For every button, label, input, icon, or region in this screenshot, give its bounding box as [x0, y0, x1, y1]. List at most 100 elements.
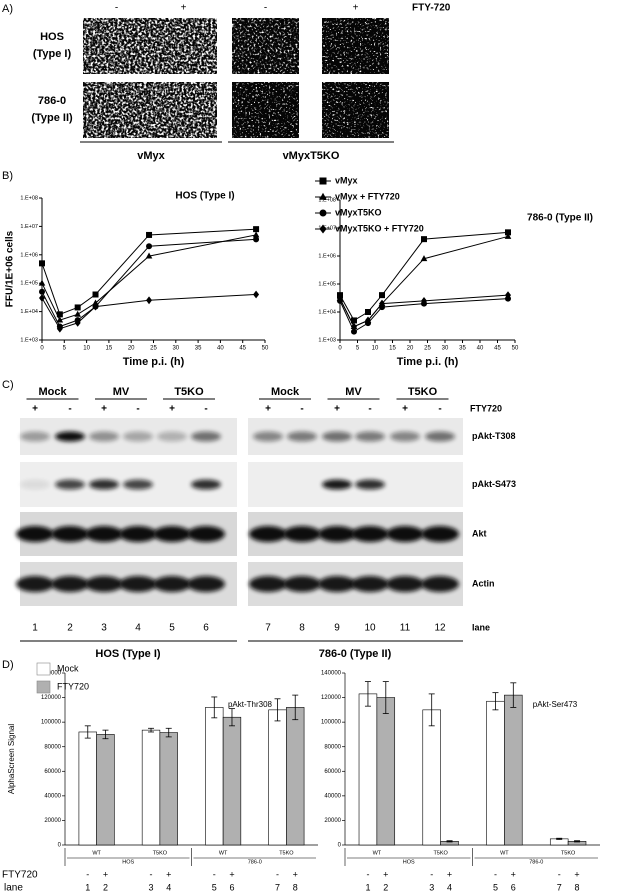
blot-band	[187, 576, 225, 592]
lane-number: 10	[364, 623, 376, 634]
treatment-sign: -	[558, 869, 561, 879]
series-line	[339, 231, 509, 322]
lane-number: 8	[293, 882, 298, 892]
x-tick-label: 50	[512, 346, 519, 352]
blot-band	[119, 576, 157, 592]
virus-label: vMyx	[137, 150, 165, 162]
lane-number: 8	[575, 882, 580, 892]
treatment-sign: -	[213, 869, 216, 879]
marker	[319, 177, 327, 185]
series-line	[41, 294, 257, 330]
x-tick-label: 10	[372, 346, 379, 352]
blot-band	[351, 576, 389, 592]
lane-number: 4	[166, 882, 171, 892]
error-bar	[211, 696, 218, 719]
marker	[146, 296, 153, 305]
y-tick-label: 1.E+06	[318, 253, 336, 259]
error-bar	[148, 727, 155, 733]
marker	[253, 236, 260, 243]
series-line	[41, 238, 257, 328]
marker	[39, 294, 45, 302]
lane-number: 6	[229, 882, 234, 892]
bar	[286, 707, 305, 846]
treatment-sign: -	[204, 404, 207, 415]
lane-group-label: MV	[113, 386, 130, 398]
x-tick-label: 15	[389, 346, 396, 352]
bar	[159, 732, 178, 846]
y-tick-label: 20000	[324, 818, 341, 824]
y-tick-label: 1.E+07	[20, 224, 38, 230]
bar	[222, 716, 242, 846]
lane-number: 7	[265, 623, 271, 634]
lane-number: 4	[447, 882, 452, 892]
category-label: T5KO	[433, 850, 448, 856]
y-tick-label: 120000	[321, 695, 342, 701]
error-bar	[428, 693, 435, 727]
blot-band	[318, 576, 356, 592]
marker	[365, 316, 371, 325]
blot-band	[85, 526, 123, 542]
blot-band	[421, 526, 459, 542]
group-label: 786-0	[248, 859, 262, 865]
blot-band	[390, 431, 420, 442]
y-tick-label: 60000	[44, 769, 61, 775]
y-tick-label: 1.E+05	[318, 281, 336, 287]
micrograph-cells	[322, 82, 389, 138]
error-bar	[446, 840, 453, 843]
treatment-sign: +	[265, 404, 271, 415]
group-label: HOS	[122, 859, 134, 865]
treatment-sign: -	[86, 869, 89, 879]
micrograph-cells	[150, 82, 217, 138]
blot-row-label: Actin	[472, 578, 495, 588]
blot-band	[153, 526, 191, 542]
blot-band	[283, 576, 321, 592]
treatment-sign: -	[300, 404, 303, 415]
y-tick-label: 1.E+05	[20, 281, 38, 287]
blot-band	[351, 526, 389, 542]
x-tick-label: 35	[459, 346, 466, 352]
y-tick-label: 1.E+04	[20, 309, 38, 315]
marker	[92, 302, 99, 311]
lane-group-label: MV	[345, 386, 362, 398]
marker	[421, 236, 427, 243]
marker	[39, 288, 45, 295]
legend-swatch	[36, 680, 51, 694]
y-axis-label: AlphaScreen Signal	[7, 724, 16, 794]
category-label: WT	[219, 850, 228, 856]
bar	[504, 694, 523, 846]
panel-label: B)	[2, 170, 13, 182]
treatment-sign: -	[264, 3, 267, 14]
blot-band	[253, 431, 283, 442]
treatment-sign: +	[103, 869, 108, 879]
series-line	[41, 228, 257, 316]
marker	[379, 299, 385, 308]
lane-number: 6	[203, 623, 209, 634]
marker	[74, 304, 81, 311]
treatment-sign: +	[32, 404, 38, 415]
treatment-sign: -	[366, 869, 369, 879]
error-bar	[510, 682, 517, 708]
bar	[205, 707, 224, 846]
x-tick-label: 30	[442, 346, 449, 352]
category-label: WT	[500, 850, 509, 856]
blot-band	[89, 479, 119, 490]
lane-number: 5	[493, 882, 498, 892]
lane-number: 7	[275, 882, 280, 892]
marker	[56, 316, 64, 323]
lane-number: 2	[383, 882, 388, 892]
marker	[56, 324, 63, 333]
category-label: T5KO	[279, 850, 294, 856]
marker	[92, 299, 99, 306]
y-tick-label: 1.E+03	[20, 337, 38, 343]
x-tick-label: 30	[172, 346, 179, 352]
bar	[268, 709, 287, 846]
category-label: WT	[92, 850, 101, 856]
x-tick-label: 25	[424, 346, 431, 352]
x-tick-label: 15	[106, 346, 113, 352]
row-label: (Type II)	[31, 112, 73, 124]
x-tick-label: 25	[150, 346, 157, 352]
marker	[319, 224, 327, 234]
y-tick-label: 40000	[44, 793, 61, 799]
blot-band	[85, 576, 123, 592]
treatment-sign: +	[574, 869, 579, 879]
